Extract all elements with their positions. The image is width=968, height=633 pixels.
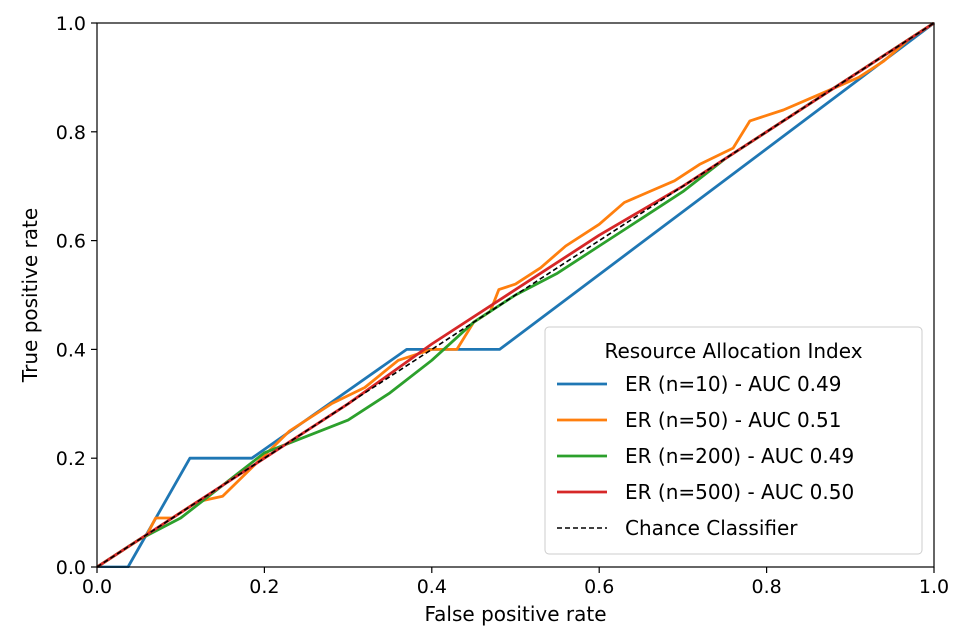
x-tick-label: 1.0 (919, 576, 949, 598)
y-tick-label: 0.2 (56, 448, 86, 470)
legend: Resource Allocation Index ER (n=10) - AU… (544, 326, 923, 555)
y-tick-label: 0.0 (56, 557, 86, 579)
legend-label-3: ER (n=500) - AUC 0.50 (625, 480, 854, 504)
y-tick-label: 0.4 (56, 339, 86, 361)
x-tick-label: 0.6 (584, 576, 614, 598)
series-line-1 (96, 22, 935, 568)
y-tick-label: 0.6 (56, 231, 86, 253)
x-tick-label: 0.4 (417, 576, 447, 598)
y-tick-label: 0.8 (56, 122, 86, 144)
legend-label-1: ER (n=50) - AUC 0.51 (625, 408, 841, 432)
legend-label-2: ER (n=200) - AUC 0.49 (625, 444, 854, 468)
ticks: 0.0 0.2 0.4 0.6 0.8 1.0 0.0 0.2 0.4 0.6 0.8 1.0 (56, 13, 949, 598)
legend-items: ER (n=10) - AUC 0.49 ER (n=50) - AUC 0.51… (557, 372, 854, 540)
axes (96, 22, 935, 568)
series-line-4 (96, 22, 935, 568)
x-tick-label: 0.2 (249, 576, 279, 598)
series-line-3 (96, 22, 935, 568)
legend-label-0: ER (n=10) - AUC 0.49 (625, 372, 841, 396)
x-axis-label: False positive rate (425, 602, 607, 626)
y-tick-label: 1.0 (56, 13, 86, 35)
x-tick-label: 0.8 (751, 576, 781, 598)
series-lines (96, 22, 935, 568)
y-axis-label: True positive rate (18, 208, 42, 383)
legend-label-4: Chance Classifier (625, 516, 798, 540)
legend-box (544, 326, 923, 555)
legend-title: Resource Allocation Index (604, 339, 862, 363)
x-tick-label: 0.0 (82, 576, 112, 598)
plot-frame (96, 22, 935, 568)
